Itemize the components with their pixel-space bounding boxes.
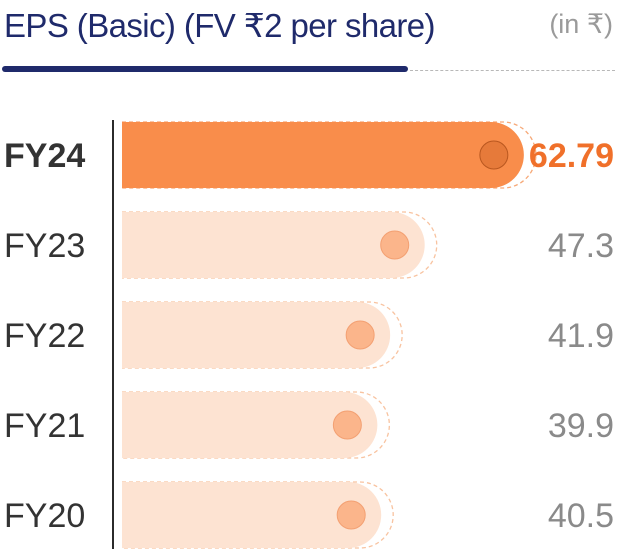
value-label-fy22: 41.9 <box>548 317 614 355</box>
value-label-fy21: 39.9 <box>548 407 614 445</box>
unit-label: (in ₹) <box>549 9 613 39</box>
bar-knob-fy22 <box>345 320 375 350</box>
bar-outline-fy21 <box>122 391 391 459</box>
title-dashed-rule <box>410 70 615 71</box>
bar-outline-fy20 <box>122 481 394 549</box>
category-label-fy23: FY23 <box>4 227 85 265</box>
bar-knob-fy20 <box>336 500 366 530</box>
bar-fy21 <box>122 392 378 458</box>
chart-title: EPS (Basic) (FV ₹2 per share) <box>4 7 435 44</box>
bar-outline-fy22 <box>122 301 403 369</box>
bar-fy20 <box>122 482 382 548</box>
value-label-fy23: 47.3 <box>548 227 614 265</box>
category-label-fy21: FY21 <box>4 407 85 445</box>
value-label-fy24: 62.79 <box>529 137 614 175</box>
bar-rows: FY24 62.79 FY23 47.3 FY22 41.9 FY21 39.9 FY20 40.… <box>4 121 614 549</box>
bar-fy23 <box>122 212 425 278</box>
bar-outline-fy23 <box>122 211 438 279</box>
title-underline <box>2 66 408 72</box>
bar-knob-fy21 <box>332 410 362 440</box>
category-label-fy22: FY22 <box>4 317 85 355</box>
value-label-fy20: 40.5 <box>548 497 614 535</box>
bar-fy22 <box>122 302 391 368</box>
category-label-fy24: FY24 <box>4 137 85 175</box>
category-label-fy20: FY20 <box>4 497 85 535</box>
bar-knob-fy23 <box>380 230 410 260</box>
bar-knob-fy24 <box>479 140 509 170</box>
bar-fy24 <box>122 122 524 188</box>
